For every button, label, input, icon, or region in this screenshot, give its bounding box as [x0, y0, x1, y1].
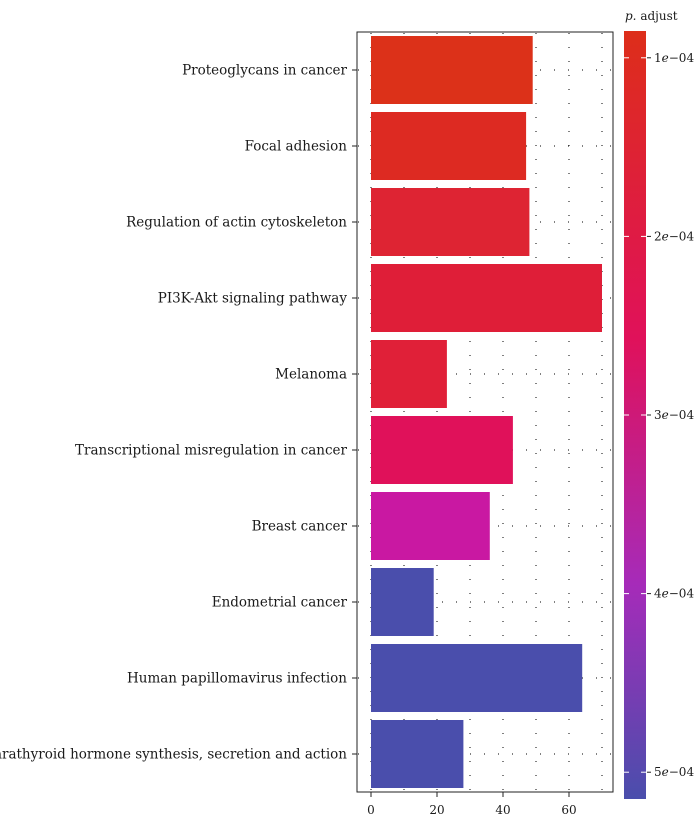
category-label: Parathyroid hormone synthesis, secretion…	[0, 747, 347, 763]
x-tick-label: 40	[495, 803, 510, 817]
color-bar-label: 3e−04	[654, 408, 694, 422]
category-label: Proteoglycans in cancer	[182, 63, 347, 79]
bar	[371, 644, 583, 712]
category-label: Human papillomavirus infection	[127, 671, 347, 687]
bar	[371, 416, 513, 484]
bar	[371, 36, 533, 104]
x-tick-label: 0	[367, 803, 375, 817]
plot-panel-border	[356, 31, 614, 793]
category-label: Breast cancer	[252, 519, 348, 535]
x-axis: 0 20 40 60	[367, 792, 577, 817]
legend: p. adjust 1e−04 2e−04 3e−04 4e−04 5e−04	[624, 9, 694, 799]
color-bar-label: 2e−04	[654, 229, 694, 243]
category-label: Transcriptional misregulation in cancer	[75, 443, 348, 459]
bar	[371, 264, 602, 332]
color-bar	[624, 31, 646, 799]
bar	[371, 568, 434, 636]
y-axis: Proteoglycans in cancer Focal adhesion Reg…	[0, 63, 357, 763]
bar	[371, 492, 490, 560]
color-bar-label: 4e−04	[654, 587, 694, 601]
color-bar-ticks: 1e−04 2e−04 3e−04 4e−04 5e−04	[624, 51, 694, 779]
legend-title-italic: p.	[625, 9, 637, 23]
category-label: Melanoma	[275, 367, 347, 383]
bar	[371, 112, 527, 180]
x-tick-label: 60	[561, 803, 576, 817]
category-label: Focal adhesion	[245, 139, 348, 155]
legend-title: p. adjust	[625, 9, 678, 23]
legend-title-rest: adjust	[637, 9, 678, 23]
color-bar-label: 1e−04	[654, 51, 694, 65]
bar	[371, 340, 447, 408]
category-label: Regulation of actin cytoskeleton	[126, 215, 347, 231]
bar	[371, 720, 464, 788]
category-label: Endometrial cancer	[212, 595, 348, 611]
bar	[371, 188, 530, 256]
category-label: PI3K-Akt signaling pathway	[158, 291, 348, 307]
color-bar-label: 5e−04	[654, 765, 694, 779]
x-tick-label: 20	[429, 803, 444, 817]
bars	[371, 36, 602, 788]
